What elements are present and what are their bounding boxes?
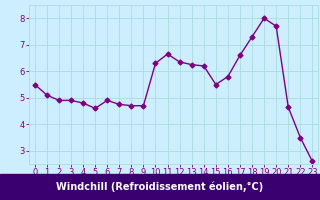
- Text: Windchill (Refroidissement éolien,°C): Windchill (Refroidissement éolien,°C): [56, 182, 264, 192]
